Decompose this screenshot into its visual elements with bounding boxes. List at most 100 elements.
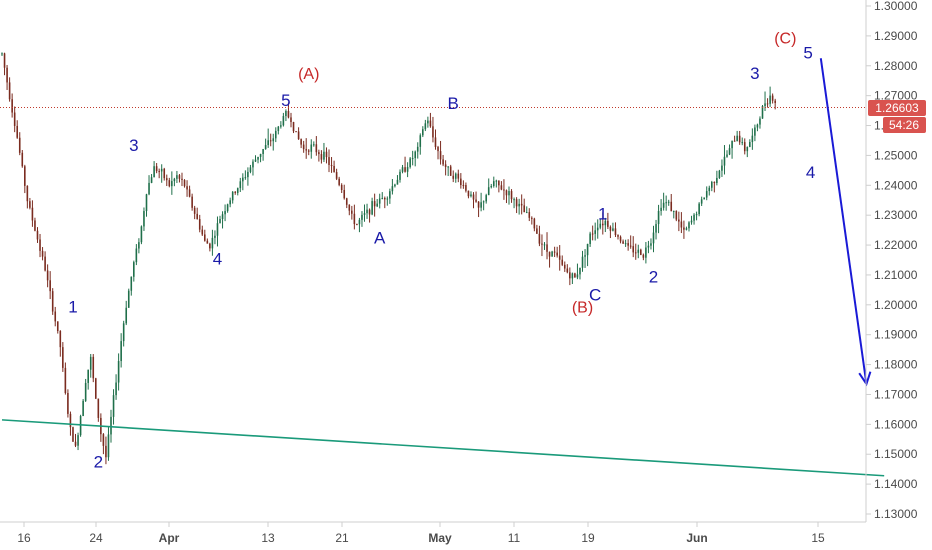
y-tick-label: 1.25000: [874, 148, 918, 162]
candle-body: [148, 182, 150, 195]
candle-body: [165, 178, 168, 181]
wave-label: 3: [750, 64, 759, 83]
candle-body: [231, 191, 234, 201]
candle-body: [394, 184, 396, 187]
candle-body: [683, 227, 685, 230]
x-axis[interactable]: 16 24 Apr 13 21 May 11 19 Jun 15: [17, 522, 825, 545]
candle-body: [102, 434, 105, 446]
candle-body: [609, 226, 612, 231]
candle-body: [259, 154, 262, 157]
candle-body: [500, 185, 503, 190]
candle-body: [769, 95, 771, 104]
candle-body: [340, 184, 343, 190]
candle-body: [51, 291, 54, 312]
candle-body: [290, 117, 292, 123]
candle-body: [64, 367, 67, 394]
candle-body: [533, 218, 536, 229]
candle-body: [107, 434, 110, 458]
candle-body: [178, 175, 181, 179]
candle-body: [13, 112, 16, 126]
candle-body: [571, 273, 574, 279]
y-tick-label: 1.29000: [874, 29, 918, 43]
candle-body: [300, 139, 302, 145]
candle-body: [229, 200, 231, 205]
candle-body: [604, 220, 607, 226]
candle-body: [495, 180, 498, 182]
wave-label: 1: [68, 297, 77, 316]
x-tick-label: 11: [508, 531, 521, 545]
candle-body: [145, 194, 148, 212]
candle-body: [637, 249, 640, 253]
candle-body: [323, 151, 325, 160]
candle-body: [607, 220, 609, 227]
candle-body: [698, 203, 700, 215]
wave-label: 4: [213, 249, 222, 268]
candle-body: [406, 167, 409, 172]
candle-body: [619, 236, 622, 242]
support-trendline[interactable]: [1, 419, 885, 477]
candle-body: [574, 273, 576, 278]
drawing-overlays: [0, 58, 885, 477]
candle-body: [472, 194, 475, 200]
candle-body: [130, 276, 133, 291]
candle-body: [695, 214, 698, 216]
candle-body: [16, 125, 19, 138]
y-tick-label: 1.18000: [874, 358, 918, 372]
candle-body: [280, 125, 282, 127]
candle-body: [282, 116, 285, 126]
candle-body: [158, 171, 160, 173]
candle-body: [155, 166, 158, 172]
candle-body: [186, 186, 188, 190]
y-tick-label: 1.15000: [874, 447, 918, 461]
candle-body: [272, 138, 275, 142]
candlestick-series: [1, 52, 776, 465]
candle-body: [8, 82, 11, 100]
candle-body: [723, 156, 726, 166]
candle-body: [366, 209, 368, 214]
candle-body: [457, 173, 460, 179]
candle-body: [416, 146, 419, 152]
x-tick-label: Apr: [159, 531, 180, 545]
candle-body: [381, 197, 384, 199]
x-tick-label: 16: [17, 531, 31, 545]
candle-body: [652, 232, 655, 244]
candle-body: [528, 212, 531, 218]
candle-body: [693, 214, 695, 221]
wave-label: 5: [803, 43, 812, 62]
candle-body: [176, 175, 178, 179]
candle-body: [738, 135, 741, 143]
projection-arrow-shaft[interactable]: [819, 58, 868, 385]
candle-body: [642, 254, 645, 258]
candle-body: [703, 197, 705, 200]
candle-body: [541, 243, 543, 245]
candle-body: [252, 161, 254, 168]
candle-body: [269, 140, 272, 142]
candle-body: [122, 323, 125, 342]
y-tick-label: 1.21000: [874, 268, 918, 282]
candle-body: [297, 131, 300, 140]
candle-body: [505, 190, 508, 196]
wave-label: 1: [598, 205, 607, 224]
y-axis[interactable]: 1.300001.290001.280001.270001.260001.250…: [866, 0, 918, 521]
candle-body: [216, 223, 219, 236]
candle-body: [193, 207, 196, 214]
y-tick-label: 1.23000: [874, 208, 918, 222]
candle-body: [520, 203, 523, 206]
candle-body: [320, 154, 323, 160]
candle-body: [531, 217, 533, 219]
candle-body: [143, 211, 145, 227]
candle-body: [594, 230, 596, 234]
candle-body: [302, 144, 305, 150]
candle-body: [77, 435, 79, 446]
candle-body: [447, 166, 449, 168]
last-price-badge[interactable]: 1.26603: [868, 100, 926, 116]
candle-body: [680, 221, 683, 228]
candle-body: [711, 181, 713, 188]
bar-countdown: 54:26: [889, 118, 919, 132]
candle-body: [422, 129, 424, 136]
candle-body: [348, 204, 351, 211]
candle-body: [198, 219, 201, 230]
candle-body: [105, 445, 107, 458]
candle-body: [409, 158, 411, 168]
